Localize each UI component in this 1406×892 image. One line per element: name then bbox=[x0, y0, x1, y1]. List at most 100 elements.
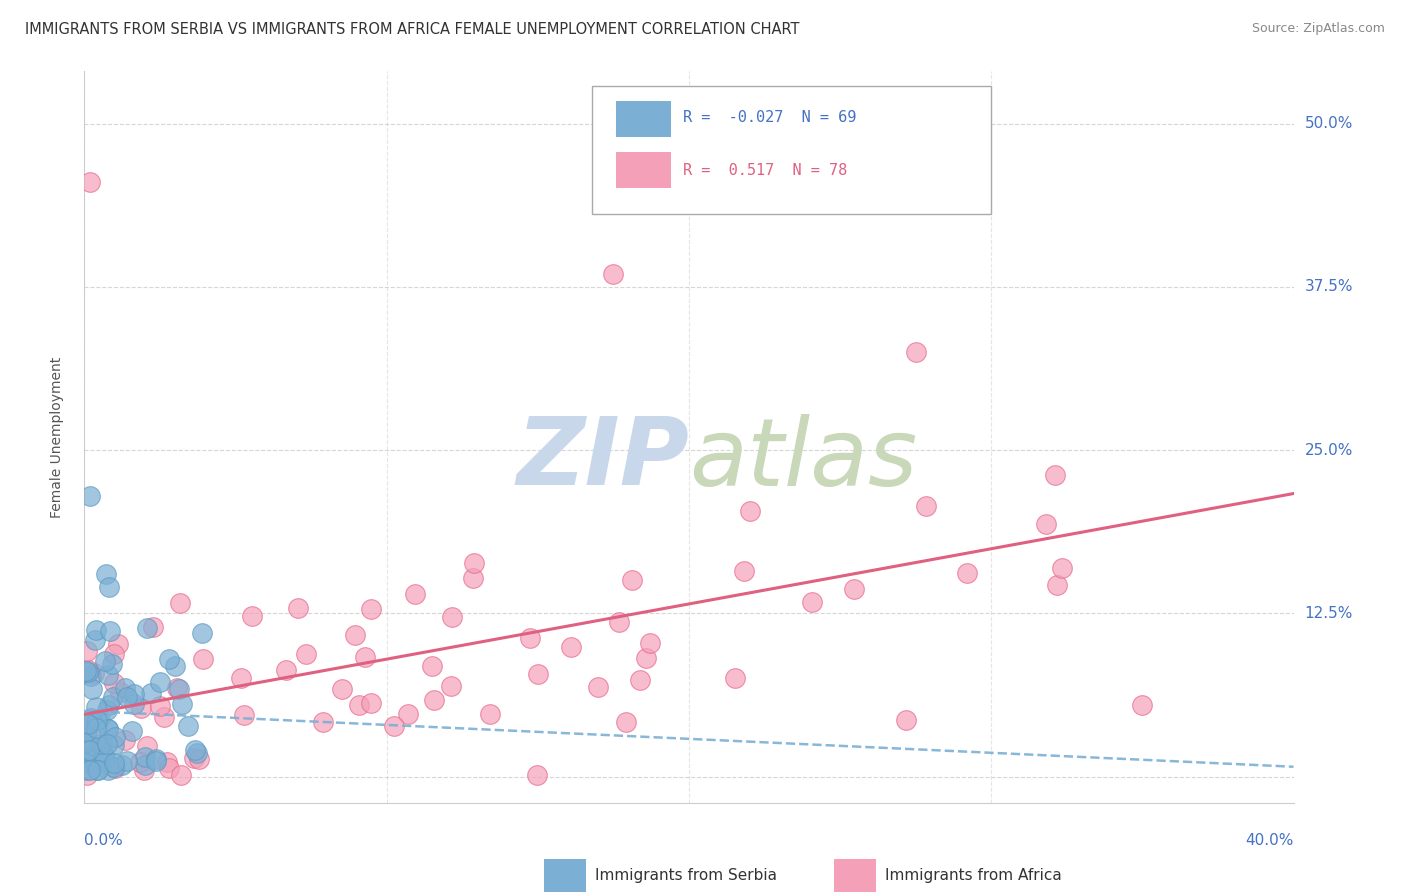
Point bbox=[101, 657, 124, 671]
Point bbox=[165, 659, 187, 673]
Point bbox=[89, 713, 111, 727]
Point bbox=[527, 667, 550, 681]
Point bbox=[75, 763, 97, 777]
Point bbox=[129, 701, 152, 715]
Point bbox=[360, 696, 382, 710]
Point bbox=[96, 703, 118, 717]
Point bbox=[77, 663, 100, 677]
Point bbox=[440, 610, 463, 624]
Point bbox=[80, 711, 103, 725]
Point bbox=[86, 752, 108, 766]
Point bbox=[141, 686, 163, 700]
Point bbox=[382, 719, 405, 733]
Point bbox=[79, 763, 101, 777]
Point bbox=[186, 746, 208, 760]
Point bbox=[94, 751, 117, 765]
Point bbox=[115, 690, 138, 704]
Point bbox=[149, 675, 172, 690]
Point bbox=[91, 752, 114, 766]
Point bbox=[76, 768, 98, 782]
Point bbox=[75, 724, 97, 739]
Point bbox=[135, 739, 157, 753]
Point bbox=[724, 671, 747, 685]
Point bbox=[75, 716, 97, 731]
FancyBboxPatch shape bbox=[592, 86, 991, 214]
Point bbox=[76, 724, 98, 739]
Point bbox=[347, 698, 370, 712]
Point bbox=[904, 345, 927, 359]
FancyBboxPatch shape bbox=[616, 101, 671, 137]
Point bbox=[75, 756, 97, 771]
Point bbox=[108, 685, 131, 699]
Point bbox=[97, 668, 120, 682]
Point bbox=[167, 682, 190, 697]
Text: 40.0%: 40.0% bbox=[1246, 833, 1294, 848]
Point bbox=[76, 644, 98, 658]
Point bbox=[114, 681, 136, 695]
Point bbox=[132, 763, 155, 777]
Point bbox=[142, 620, 165, 634]
Point bbox=[134, 758, 156, 772]
Point bbox=[628, 673, 651, 687]
Point bbox=[93, 756, 115, 771]
Point bbox=[276, 663, 298, 677]
Point bbox=[145, 755, 167, 769]
Point bbox=[188, 751, 211, 765]
Text: 50.0%: 50.0% bbox=[1305, 116, 1353, 131]
Point bbox=[84, 722, 107, 736]
Point bbox=[166, 681, 188, 696]
Text: IMMIGRANTS FROM SERBIA VS IMMIGRANTS FROM AFRICA FEMALE UNEMPLOYMENT CORRELATION: IMMIGRANTS FROM SERBIA VS IMMIGRANTS FRO… bbox=[25, 22, 800, 37]
Point bbox=[93, 748, 115, 763]
Point bbox=[86, 713, 108, 727]
Text: Immigrants from Serbia: Immigrants from Serbia bbox=[595, 869, 776, 883]
Point bbox=[422, 658, 444, 673]
Point bbox=[172, 697, 194, 711]
Point bbox=[1035, 516, 1057, 531]
Text: 12.5%: 12.5% bbox=[1305, 606, 1353, 621]
Point bbox=[607, 615, 630, 630]
Point bbox=[634, 651, 657, 665]
FancyBboxPatch shape bbox=[616, 152, 671, 188]
Point bbox=[103, 738, 125, 752]
Point bbox=[295, 647, 318, 661]
Point bbox=[478, 707, 501, 722]
Point bbox=[107, 637, 129, 651]
Text: R =  0.517  N = 78: R = 0.517 N = 78 bbox=[683, 162, 848, 178]
Point bbox=[588, 680, 610, 694]
Point bbox=[103, 756, 125, 771]
Text: Source: ZipAtlas.com: Source: ZipAtlas.com bbox=[1251, 22, 1385, 36]
Text: R =  -0.027  N = 69: R = -0.027 N = 69 bbox=[683, 110, 856, 125]
Point bbox=[128, 755, 150, 769]
Point bbox=[560, 640, 582, 654]
Text: Immigrants from Africa: Immigrants from Africa bbox=[884, 869, 1062, 883]
Point bbox=[740, 503, 762, 517]
Point bbox=[353, 650, 375, 665]
Point bbox=[153, 710, 176, 724]
Point bbox=[1043, 467, 1066, 482]
Point bbox=[103, 760, 125, 774]
Point bbox=[404, 587, 426, 601]
Point bbox=[77, 717, 100, 731]
Point bbox=[184, 742, 207, 756]
Point bbox=[103, 676, 125, 690]
Point bbox=[135, 621, 157, 635]
Point bbox=[396, 707, 419, 722]
Point bbox=[87, 763, 110, 777]
Y-axis label: Female Unemployment: Female Unemployment bbox=[49, 357, 63, 517]
Point bbox=[233, 708, 256, 723]
Point bbox=[98, 698, 121, 712]
Point bbox=[842, 582, 865, 596]
Point bbox=[191, 652, 214, 666]
Point bbox=[914, 499, 936, 513]
Point bbox=[169, 596, 191, 610]
Point bbox=[114, 732, 136, 747]
Point bbox=[155, 756, 177, 770]
Point bbox=[98, 624, 121, 638]
Point bbox=[183, 750, 205, 764]
Point bbox=[145, 752, 167, 766]
Point bbox=[157, 761, 180, 775]
Point bbox=[101, 690, 124, 704]
Point bbox=[75, 735, 97, 749]
Point bbox=[519, 631, 541, 645]
Point bbox=[84, 623, 107, 637]
